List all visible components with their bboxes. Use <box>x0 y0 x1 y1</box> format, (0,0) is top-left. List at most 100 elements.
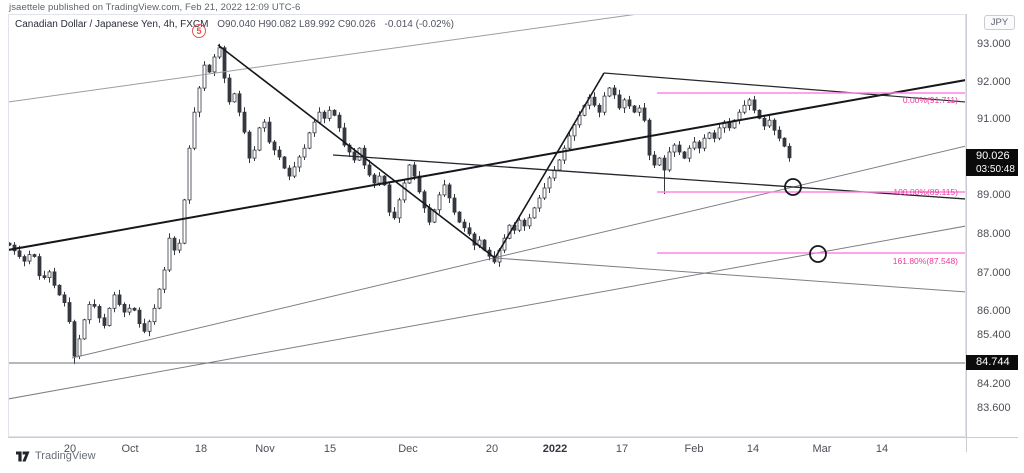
candle <box>707 131 712 140</box>
fib-level-label: 0.00%(91.711) <box>902 95 958 105</box>
candle <box>387 181 392 217</box>
candle <box>692 137 697 151</box>
candle <box>562 145 567 164</box>
candle <box>407 164 412 184</box>
candle <box>727 118 732 131</box>
bar-countdown: 03:50:48 <box>976 164 1015 175</box>
candle <box>307 131 312 150</box>
chart-drawings[interactable] <box>8 13 966 400</box>
candle <box>262 119 267 132</box>
time-axis-label: Nov <box>255 443 275 455</box>
candle <box>72 319 77 365</box>
fib-level-label: 161.80%(87.548) <box>892 256 958 266</box>
candle <box>122 302 127 318</box>
candle <box>747 97 752 111</box>
candle <box>322 110 327 124</box>
flag-upper-line[interactable] <box>603 72 966 103</box>
lower-trendline[interactable] <box>8 225 966 400</box>
candle <box>762 115 767 130</box>
candle <box>312 119 317 137</box>
candle <box>242 107 247 135</box>
price-axis-label: 93.000 <box>977 38 1011 50</box>
candle <box>417 171 422 194</box>
candle <box>337 112 342 132</box>
candle <box>62 291 67 307</box>
candle <box>167 233 172 272</box>
candle <box>272 140 277 156</box>
time-axis-label: Oct <box>121 443 139 455</box>
candle <box>232 92 237 103</box>
candle <box>207 64 212 73</box>
elliott-wave-5-label[interactable]: 5 <box>192 24 206 38</box>
candle <box>212 54 217 76</box>
zigzag-up-line[interactable] <box>494 72 605 259</box>
candle <box>82 318 87 340</box>
candle <box>597 103 602 118</box>
target-circle-2[interactable] <box>809 245 827 263</box>
candle <box>517 215 522 233</box>
candle <box>662 155 667 194</box>
candle <box>42 270 47 280</box>
candle <box>142 318 147 334</box>
candle <box>772 118 777 136</box>
candle <box>52 267 57 289</box>
bull-trendline-bold[interactable] <box>8 79 966 251</box>
price-axis-divider <box>966 14 967 452</box>
candle <box>702 134 707 152</box>
time-axis-label: 14 <box>875 443 889 455</box>
candle <box>612 85 617 99</box>
flag-lower-line[interactable] <box>494 257 966 293</box>
candle <box>92 299 97 309</box>
candle <box>247 130 252 164</box>
candle <box>282 156 287 170</box>
candle <box>547 176 552 193</box>
support-trendline[interactable] <box>71 145 966 359</box>
candle <box>452 194 457 216</box>
tradingview-attribution-text: TradingView <box>35 450 96 462</box>
candle <box>472 232 477 251</box>
candle <box>392 207 397 220</box>
channel-upper-line[interactable] <box>8 13 645 103</box>
candle <box>192 107 197 151</box>
candle <box>162 267 167 294</box>
candle <box>737 109 742 125</box>
candle <box>327 106 332 122</box>
candle <box>172 236 177 256</box>
candle <box>667 147 672 172</box>
time-axis-label: 20 <box>485 443 499 455</box>
candle <box>277 146 282 160</box>
candle <box>717 122 722 141</box>
current-price-badge: 90.026 03:50:48 <box>966 149 1018 176</box>
candle <box>182 198 187 245</box>
candle <box>462 219 467 232</box>
candle <box>267 117 272 144</box>
candle <box>442 179 447 197</box>
candle <box>152 304 157 325</box>
candle <box>447 182 452 203</box>
time-axis-label: 15 <box>323 443 337 455</box>
time-axis-label: 14 <box>746 443 760 455</box>
bear-line-from-peak[interactable] <box>217 44 496 259</box>
candle <box>222 45 227 84</box>
tradingview-attribution[interactable]: TradingView <box>16 450 96 462</box>
candle <box>57 284 62 296</box>
target-circle-1[interactable] <box>784 178 802 196</box>
time-axis-label: 17 <box>615 443 629 455</box>
candle <box>672 143 677 157</box>
candle <box>677 141 682 155</box>
candle <box>287 165 292 181</box>
candle <box>642 103 647 123</box>
candle <box>137 307 142 328</box>
candle <box>402 179 407 203</box>
candle <box>767 115 772 128</box>
candle <box>112 291 117 313</box>
candle <box>107 307 112 327</box>
candle <box>542 183 547 200</box>
candle <box>9 242 12 247</box>
price-axis-label: 84.200 <box>977 378 1011 390</box>
candle <box>102 313 107 329</box>
candle <box>27 250 32 265</box>
symbol-title: Canadian Dollar / Japanese Yen, 4h, FXCM <box>15 19 209 30</box>
candle <box>657 157 662 166</box>
